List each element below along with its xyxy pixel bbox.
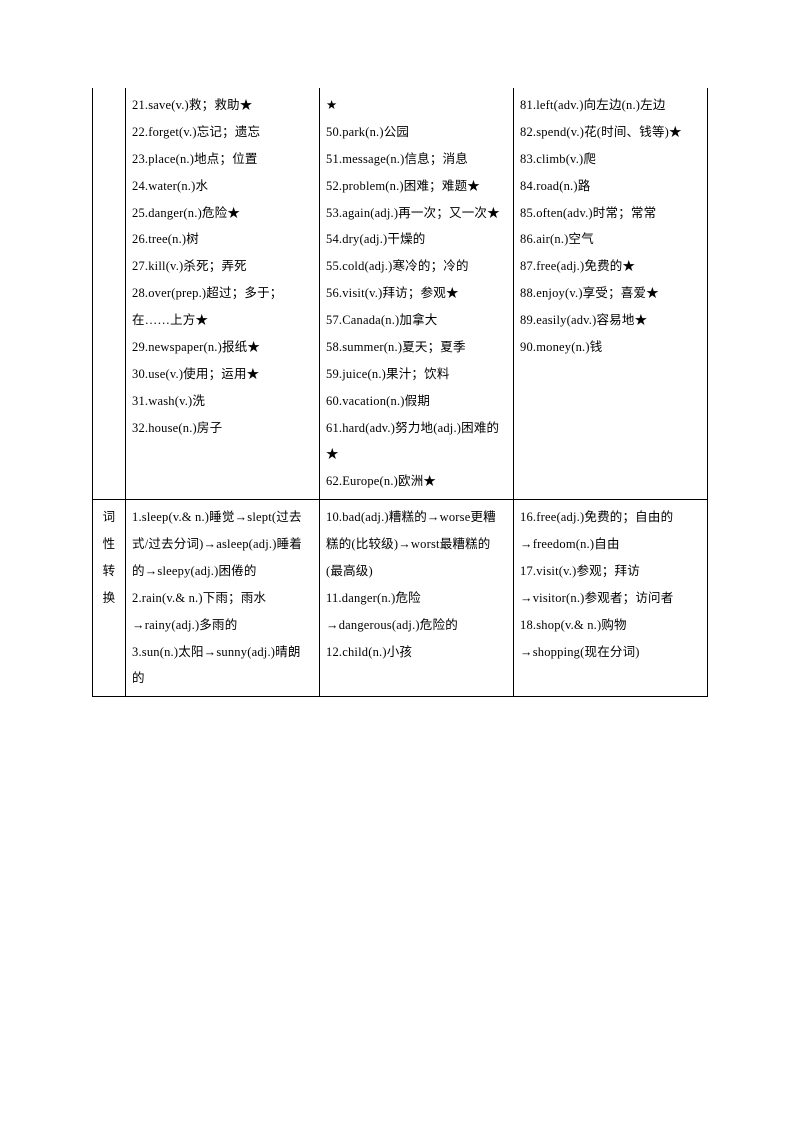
- row-label-empty: [93, 88, 126, 500]
- label-char: 性: [95, 531, 123, 558]
- cell-r2c2: 10.bad(adj.)糟糕的→worse更糟糕的(比较级)→worst最糟糕的…: [320, 500, 514, 697]
- document-page: 21.save(v.)救；救助★ 22.forget(v.)忘记；遗忘 23.p…: [0, 0, 800, 757]
- label-char: 换: [95, 585, 123, 612]
- cell-r2c1: 1.sleep(v.& n.)睡觉→slept(过去式/过去分词)→asleep…: [126, 500, 320, 697]
- cell-r1c1: 21.save(v.)救；救助★ 22.forget(v.)忘记；遗忘 23.p…: [126, 88, 320, 500]
- cell-r2c3: 16.free(adj.)免费的；自由的→freedom(n.)自由 17.vi…: [514, 500, 708, 697]
- table-row: 21.save(v.)救；救助★ 22.forget(v.)忘记；遗忘 23.p…: [93, 88, 708, 500]
- label-char: 词: [95, 504, 123, 531]
- label-char: 转: [95, 558, 123, 585]
- table-row: 词性转换 1.sleep(v.& n.)睡觉→slept(过去式/过去分词)→a…: [93, 500, 708, 697]
- vocab-table: 21.save(v.)救；救助★ 22.forget(v.)忘记；遗忘 23.p…: [92, 88, 708, 697]
- row-label-conversion: 词性转换: [93, 500, 126, 697]
- cell-r1c3: 81.left(adv.)向左边(n.)左边 82.spend(v.)花(时间、…: [514, 88, 708, 500]
- cell-r1c2: ★ 50.park(n.)公园 51.message(n.)信息；消息 52.p…: [320, 88, 514, 500]
